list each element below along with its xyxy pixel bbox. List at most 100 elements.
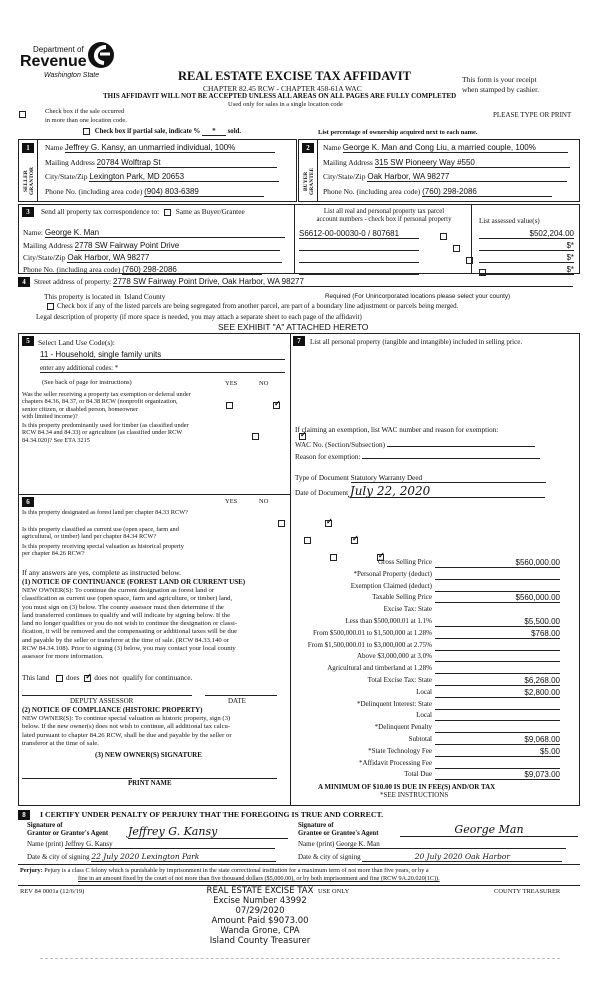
tax-row-value[interactable] <box>435 582 560 592</box>
multi-location-checkbox[interactable] <box>19 110 26 118</box>
parcel-account-field[interactable] <box>299 265 419 275</box>
new-owner-signature-line[interactable] <box>22 778 132 779</box>
doc-type-field[interactable]: Statutory Warranty Deed <box>350 474 546 483</box>
personal-property-checkbox[interactable] <box>479 268 486 276</box>
label: Phone No. (including area code) <box>45 187 143 196</box>
yes-checkbox[interactable] <box>278 519 285 527</box>
parcel-header-1: List all real and personal property tax … <box>323 208 445 215</box>
minimum-due-note: A MINIMUM OF $10.00 IS DUE IN FEE(S) AND… <box>318 783 496 791</box>
partial-sale-checkbox[interactable] <box>83 128 90 135</box>
yes-checkbox[interactable] <box>252 432 259 440</box>
land-use-code-select[interactable]: 11 - Household, single family units <box>40 350 285 360</box>
does-not-checkbox[interactable] <box>84 672 92 682</box>
no-checkbox[interactable] <box>325 517 333 527</box>
no-checkbox[interactable] <box>273 399 281 409</box>
street-address-field[interactable]: 2778 SW Fairway Point Drive, Oak Harbor,… <box>113 277 574 287</box>
grantee-date-field[interactable]: 20 July 2020 Oak Harbor <box>362 852 563 862</box>
corr-name-field[interactable]: George K. Man <box>44 228 285 238</box>
legal-description-field[interactable]: SEE EXHIBIT "A" ATTACHED HERETO <box>218 322 369 332</box>
label: Grantee or Grantee's Agent <box>298 830 379 837</box>
buyer-side-label: BUYER GRANTEE <box>303 167 315 195</box>
tax-row-value[interactable]: $6,268.00 <box>435 676 560 686</box>
tax-row-value[interactable] <box>435 652 560 663</box>
no-checkbox[interactable] <box>351 534 359 544</box>
tax-row-value[interactable] <box>435 605 560 615</box>
grantee-name-row: Name (print) George K. Man <box>298 840 567 849</box>
tax-row-value[interactable] <box>435 700 560 710</box>
tax-row-value[interactable] <box>435 664 560 675</box>
assessed-value-field[interactable]: $502,204.00 <box>479 229 574 239</box>
partial-percent[interactable]: * <box>201 128 226 137</box>
tax-row-value[interactable] <box>435 723 560 734</box>
tax-row-value[interactable]: $9,068.00 <box>435 735 560 745</box>
form-title: REAL ESTATE EXCISE TAX AFFIDAVIT <box>178 69 411 83</box>
buyer-address-field[interactable]: 315 SW Pioneery Way #550 <box>374 158 570 168</box>
stamp-line: REAL ESTATE EXCISE TAX <box>206 886 314 896</box>
county-select[interactable]: Island County <box>124 292 166 301</box>
label: does not <box>94 673 119 682</box>
assessed-value-field[interactable]: $* <box>479 265 574 275</box>
parcel-account-field[interactable] <box>299 241 419 251</box>
assessed-value-field[interactable]: $* <box>479 253 574 263</box>
parcel-header: List all real and personal property tax … <box>299 208 469 224</box>
seller-phone-field[interactable]: (904) 803-6389 <box>144 187 265 197</box>
reason-field[interactable] <box>362 451 541 459</box>
question-text: with limited income)? <box>22 412 78 420</box>
same-as-buyer-checkbox[interactable] <box>163 208 171 216</box>
grantor-date-field[interactable]: 22 July 2020 Lexington Park <box>91 852 277 862</box>
tax-row-value[interactable]: $768.00 <box>435 629 560 639</box>
grantor-name-row: Name (print) Jeffrey G. Kansy <box>27 840 276 849</box>
parcel-account-field[interactable] <box>299 253 419 263</box>
grantor-sig-label: Signature of Grantor or Grantor's Agent <box>27 822 108 838</box>
question-text: agricultural, or timber) land per chapte… <box>22 533 157 541</box>
wac-row: WAC No. (Section/Subsection) <box>295 439 535 449</box>
buyer-name-field[interactable]: George K. Man and Cong Liu, a married co… <box>342 143 568 153</box>
label: Send all property tax correspondence to: <box>41 207 160 216</box>
tax-row-value[interactable]: $5.00 <box>435 747 560 757</box>
personal-property-checkbox[interactable] <box>440 232 447 240</box>
tax-row-label: *State Technology Fee <box>368 746 432 755</box>
notice-compliance-title: (2) NOTICE OF COMPLIANCE (HISTORIC PROPE… <box>22 706 203 714</box>
section-number: 5 <box>22 336 34 346</box>
tax-row-value[interactable]: $9,073.00 <box>435 770 560 781</box>
no-checkbox[interactable] <box>377 551 385 561</box>
additional-codes-field[interactable]: * <box>114 365 119 372</box>
corr-address-field[interactable]: 2778 SW Fairway Point Drive <box>74 241 280 251</box>
no-checkbox[interactable] <box>299 430 307 440</box>
wac-field[interactable] <box>386 439 535 447</box>
tax-row-value[interactable]: $560,000.00 <box>435 558 560 568</box>
parcel-account-field[interactable]: S6612-00-00030-0 / 807681 <box>299 229 419 239</box>
personal-property-checkbox[interactable] <box>453 244 460 252</box>
personal-property-checkbox[interactable] <box>466 256 473 264</box>
buyer-city-field[interactable]: Oak Harbor, WA 98277 <box>367 172 568 182</box>
corr-city-field[interactable]: Oak Harbor, WA 98277 <box>67 253 283 263</box>
yes-checkbox[interactable] <box>226 401 233 409</box>
tax-row-value[interactable]: $2,800.00 <box>435 688 560 698</box>
doc-date-field[interactable]: July 22, 2020 <box>349 485 545 498</box>
does-checkbox[interactable] <box>56 674 64 682</box>
tax-row-value[interactable]: $560,000.00 <box>435 593 560 604</box>
buyer-phone-field[interactable]: (760) 298-2086 <box>422 187 553 197</box>
tax-row-value[interactable]: $5,500.00 <box>435 617 560 627</box>
doc-date-row: Date of Document July 22, 2020 <box>295 485 545 498</box>
segregated-checkbox[interactable] <box>47 302 54 310</box>
tax-row-value[interactable] <box>435 759 560 769</box>
grantee-signature[interactable]: George Man <box>400 823 578 837</box>
tax-row-value[interactable] <box>435 570 560 580</box>
grantor-name-field[interactable]: Jeffrey G. Kansy <box>65 840 276 849</box>
assessor-date[interactable]: DATE <box>228 697 246 705</box>
yes-checkbox[interactable] <box>304 536 311 544</box>
seller-name-field[interactable]: Jeffrey G. Kansy, an unmarried individua… <box>64 143 275 153</box>
grantor-signature[interactable]: Jeffrey G. Kansy <box>128 825 288 839</box>
question-text: Was the seller receiving a property tax … <box>22 391 191 398</box>
corr-phone-field[interactable]: (760) 298-2086 <box>122 265 263 275</box>
tax-row-value[interactable] <box>435 711 560 722</box>
grantee-name-field[interactable]: George K. Man <box>336 840 567 849</box>
tax-row-value[interactable] <box>435 641 560 651</box>
seller-address-field[interactable]: 20784 Wolftrap St <box>96 158 277 168</box>
deputy-assessor-signature[interactable]: DEPUTY ASSESSOR <box>70 697 134 705</box>
seller-city-field[interactable]: Lexington Park, MD 20653 <box>89 172 280 182</box>
yes-checkbox[interactable] <box>330 553 337 561</box>
logo-revenue: Revenue <box>20 53 87 70</box>
assessed-value-field[interactable]: $* <box>479 241 574 251</box>
